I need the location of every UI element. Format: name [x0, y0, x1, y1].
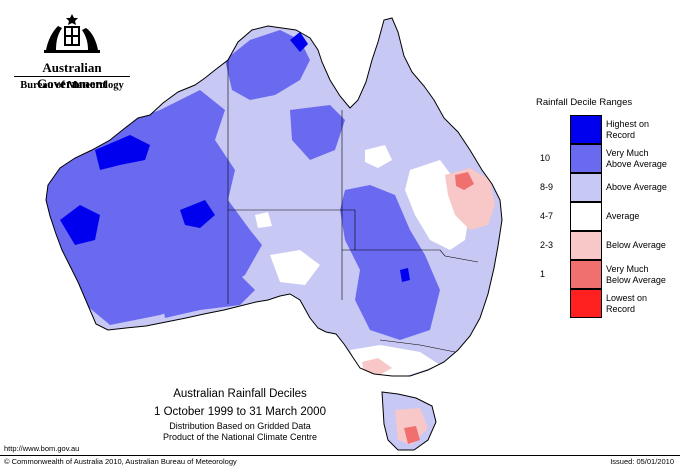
legend-title: Rainfall Decile Ranges: [536, 97, 633, 108]
footer-divider: [0, 455, 680, 456]
header-divider: [14, 76, 130, 77]
legend-decile: 8-9: [540, 182, 554, 192]
legend-swatch-average: [570, 202, 602, 231]
legend-row-very-much-above: 10 Very Much Above Average: [536, 144, 676, 173]
coat-of-arms-logo: [44, 14, 100, 53]
legend-swatch-lowest: [570, 289, 602, 318]
legend-swatch-very-much-below: [570, 260, 602, 289]
legend-swatch-highest: [570, 115, 602, 144]
legend-row-very-much-below: 1 Very Much Below Average: [536, 260, 676, 289]
legend-label: Highest on Record: [606, 119, 650, 140]
legend-label: Very Much Above Average: [606, 148, 667, 169]
map-note: Distribution Based on Gridded Data Produc…: [162, 421, 318, 442]
legend-decile: 2-3: [540, 240, 554, 250]
website-link[interactable]: http://www.bom.gov.au: [4, 444, 80, 453]
legend-swatch-very-much-above: [570, 144, 602, 173]
legend-label: Below Average: [606, 240, 666, 250]
legend-label: Lowest on Record: [606, 293, 648, 314]
legend-decile: 1: [540, 269, 546, 279]
legend-swatch-below: [570, 231, 602, 260]
map-period: 1 October 1999 to 31 March 2000: [154, 406, 326, 418]
government-title: Australian Government: [36, 60, 108, 91]
legend-row-highest: Highest on Record: [536, 115, 676, 144]
issued-date: Issued: 05/01/2010: [610, 457, 674, 466]
legend-swatch-above: [570, 173, 602, 202]
map-title: Australian Rainfall Deciles: [173, 388, 307, 400]
legend-decile: 10: [540, 153, 551, 163]
legend-label: Above Average: [606, 182, 667, 192]
legend-row-lowest: Lowest on Record: [536, 289, 676, 318]
legend-label: Average: [606, 211, 640, 221]
legend-row-average: 4-7 Average: [536, 202, 676, 231]
legend-label: Very Much Below Average: [606, 264, 666, 285]
legend-row-above: 8-9 Above Average: [536, 173, 676, 202]
bureau-title: Bureau of Meteorology: [20, 80, 124, 91]
legend-decile: 4-7: [540, 211, 554, 221]
legend-row-below: 2-3 Below Average: [536, 231, 676, 260]
copyright-text: © Commonwealth of Australia 2010, Austra…: [4, 457, 237, 466]
map-caption: Australian Rainfall Deciles 1 October 19…: [100, 388, 380, 443]
